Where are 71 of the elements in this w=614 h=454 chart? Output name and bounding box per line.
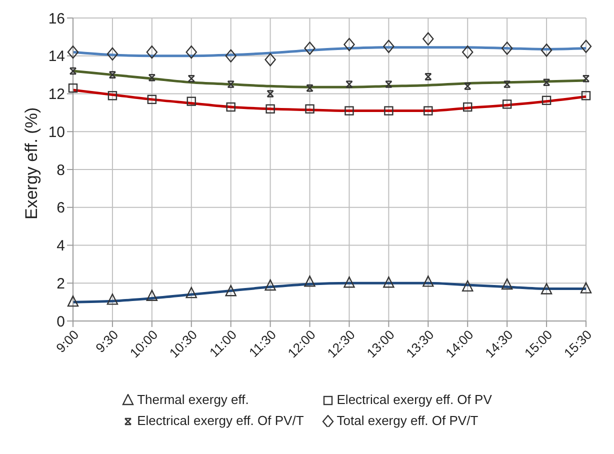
point xyxy=(424,106,433,116)
point xyxy=(503,80,511,88)
point xyxy=(108,91,118,100)
legend-label: Electrical exergy eff. Of PV xyxy=(336,392,492,407)
point xyxy=(502,100,512,109)
point xyxy=(304,42,316,55)
point xyxy=(264,53,276,66)
y-tick-label: 4 xyxy=(56,238,65,255)
point xyxy=(462,45,474,59)
point xyxy=(344,38,355,52)
point xyxy=(226,102,236,112)
point xyxy=(106,47,118,61)
point xyxy=(69,67,77,75)
point xyxy=(304,276,316,287)
point xyxy=(422,276,434,287)
point xyxy=(266,90,274,98)
point xyxy=(225,49,236,62)
y-tick-label: 8 xyxy=(56,162,65,179)
x-tick-label: 9:30 xyxy=(92,327,122,356)
point xyxy=(383,40,394,54)
point xyxy=(186,286,197,298)
point xyxy=(108,71,116,78)
y-tick-label: 2 xyxy=(56,275,65,292)
point xyxy=(540,44,552,57)
point xyxy=(266,104,275,114)
point xyxy=(146,45,158,59)
y-tick-label: 6 xyxy=(56,200,65,217)
point xyxy=(580,40,592,54)
point xyxy=(385,80,392,88)
point xyxy=(188,74,196,82)
point xyxy=(147,94,157,104)
point xyxy=(106,294,118,305)
legend-label: Thermal exergy eff. xyxy=(137,392,249,407)
point xyxy=(542,78,550,86)
point xyxy=(67,295,79,307)
point xyxy=(501,278,513,290)
point xyxy=(344,106,354,116)
point xyxy=(384,106,394,116)
point xyxy=(306,84,314,92)
point xyxy=(148,74,156,82)
point xyxy=(68,83,78,93)
point xyxy=(264,279,276,291)
point xyxy=(227,80,234,88)
point xyxy=(225,285,236,296)
point xyxy=(422,32,434,46)
point xyxy=(462,280,474,292)
point xyxy=(383,276,394,288)
point xyxy=(582,74,590,82)
y-tick-label: 12 xyxy=(48,86,65,104)
point xyxy=(186,96,196,106)
point xyxy=(146,290,158,301)
point xyxy=(424,73,432,80)
legend-label: Electrical exergy eff. Of PV/T xyxy=(137,413,304,428)
point xyxy=(581,91,591,100)
point xyxy=(542,96,552,105)
point xyxy=(186,45,197,59)
point xyxy=(67,45,79,59)
point xyxy=(305,104,314,114)
point xyxy=(580,282,592,294)
line-series xyxy=(72,70,588,88)
y-axis-title: Exergy eff. (%) xyxy=(22,107,42,220)
point xyxy=(540,283,552,294)
point xyxy=(346,80,353,88)
point xyxy=(463,102,472,112)
point xyxy=(464,82,472,90)
point xyxy=(344,276,355,288)
legend-label: Total exergy eff. Of PV/T xyxy=(336,413,478,428)
y-tick-label: 10 xyxy=(48,124,65,141)
y-tick-label: 16 xyxy=(48,10,65,28)
y-tick-label: 14 xyxy=(48,48,65,66)
point xyxy=(501,42,513,55)
